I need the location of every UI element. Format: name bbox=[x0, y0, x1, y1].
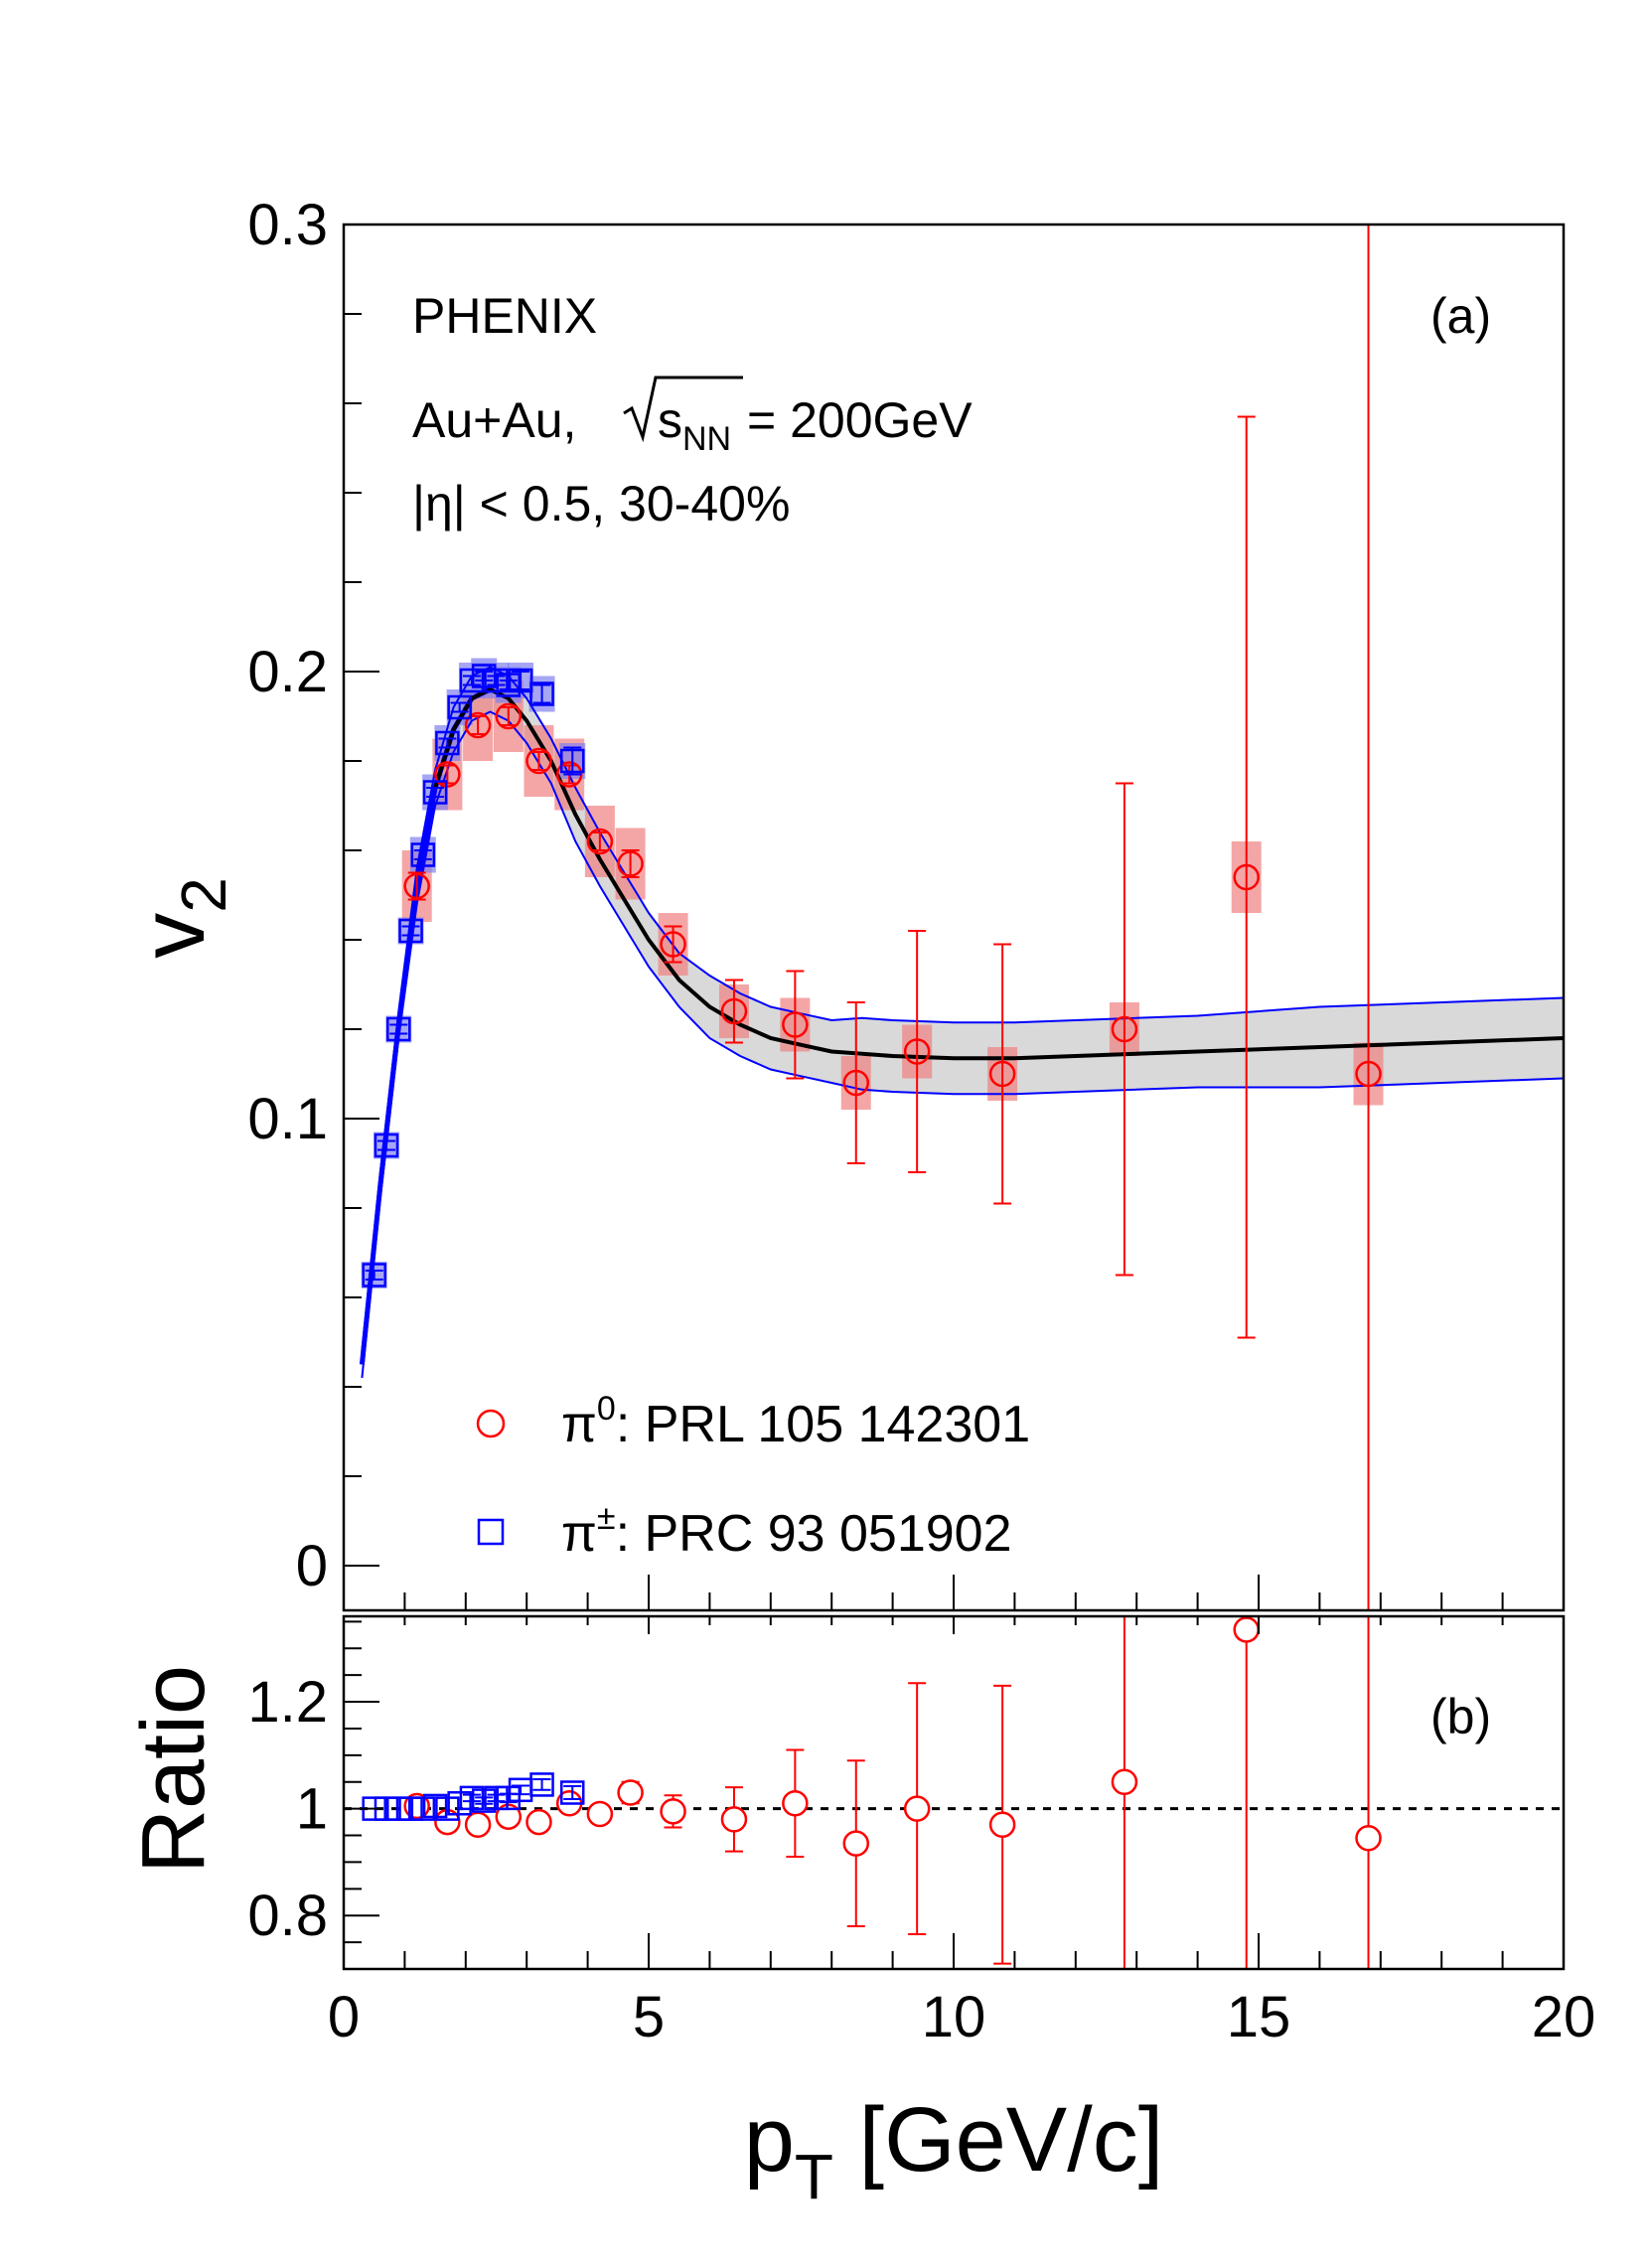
pi0-point bbox=[464, 711, 492, 739]
pipm-ratio-point bbox=[447, 1791, 472, 1816]
x-tick-label: 20 bbox=[1532, 1985, 1596, 2049]
pipm-point bbox=[398, 918, 423, 944]
y-tick-label: 0.2 bbox=[247, 640, 328, 704]
pi0-point bbox=[1111, 1015, 1138, 1043]
pipm-point bbox=[496, 673, 522, 697]
panel-a-plot-area bbox=[359, 225, 1564, 1610]
pipm-ratio-point bbox=[529, 1772, 554, 1797]
pi0-point bbox=[434, 761, 461, 788]
pipm-ratio-point bbox=[398, 1796, 423, 1821]
kinematic-cuts-label: |η| < 0.5, 30-40% bbox=[412, 476, 790, 531]
panel-a-y-axis-label: v2 bbox=[122, 877, 239, 959]
y-tick-label: 1 bbox=[296, 1777, 328, 1842]
pipm-point bbox=[508, 668, 533, 693]
collision-system-label: Au+Au, sNN = 200GeV bbox=[412, 376, 973, 458]
pipm-point bbox=[374, 1133, 399, 1158]
pipm-ratio-point bbox=[435, 1796, 460, 1821]
x-tick-label: 5 bbox=[633, 1985, 665, 2049]
pipm-point bbox=[560, 748, 585, 774]
pi0-ratio-point bbox=[988, 1811, 1016, 1839]
pipm-ratio-point bbox=[410, 1796, 436, 1821]
pi0-point bbox=[782, 1011, 809, 1038]
pi0-ratio-point bbox=[720, 1806, 748, 1833]
pipm-ratio-point bbox=[422, 1793, 448, 1819]
pi0-ratio-point bbox=[842, 1830, 870, 1857]
y-tick-label: 0.8 bbox=[247, 1884, 328, 1948]
pi0-ratio-point bbox=[660, 1798, 686, 1825]
pi0-ratio-point bbox=[1355, 1824, 1382, 1852]
pi0-ratio-point bbox=[495, 1803, 523, 1830]
experiment-label: PHENIX bbox=[412, 288, 597, 344]
pi0-point bbox=[495, 702, 523, 730]
pi0-ratio-point bbox=[586, 1800, 614, 1828]
panel-b-y-axis-label: Ratio bbox=[124, 1665, 224, 1874]
y-tick-label: 0.3 bbox=[247, 193, 328, 257]
pipm-ratio-point bbox=[560, 1780, 585, 1805]
y-tick-label: 1.2 bbox=[247, 1670, 328, 1735]
pi0-point bbox=[1355, 1060, 1382, 1088]
fit-uncertainty-band bbox=[362, 667, 1564, 1378]
pipm-ratio-point bbox=[484, 1785, 509, 1811]
pi0-point bbox=[1233, 863, 1260, 891]
panel-b: 0.8 1 1.2 0 5 10 15 20 Ratio (b) pT [GeV/c] bbox=[124, 1614, 1595, 2212]
fit-band-lower-edge bbox=[361, 710, 1564, 1379]
panel-b-y-axis: 0.8 1 1.2 bbox=[247, 1620, 379, 1970]
panel-b-frame bbox=[342, 1614, 1566, 1971]
pi0-point bbox=[720, 997, 748, 1025]
panel-a-tag: (a) bbox=[1430, 288, 1491, 344]
x-tick-label: 10 bbox=[922, 1985, 986, 2049]
panel-b-plot-area bbox=[344, 1616, 1564, 1969]
pi0-ratio-point bbox=[464, 1811, 492, 1839]
legend-pi0-marker bbox=[476, 1409, 506, 1438]
pipm-point bbox=[447, 694, 472, 720]
pi0-ratio-point bbox=[1233, 1616, 1260, 1643]
x-tick-label: 0 bbox=[328, 1985, 360, 2049]
x-tick-label: 15 bbox=[1227, 1985, 1291, 2049]
pi0-point bbox=[525, 747, 552, 775]
pi0-point bbox=[403, 872, 430, 900]
pipm-point bbox=[362, 1263, 386, 1287]
legend-pi0-label: π0: PRL 105 142301 bbox=[561, 1390, 1030, 1453]
panel-a-y-axis: 0 0.1 0.2 0.3 bbox=[247, 193, 379, 1598]
pipm-point bbox=[435, 730, 460, 756]
pipm-point bbox=[410, 842, 436, 867]
panel-b-tag: (b) bbox=[1430, 1689, 1491, 1744]
legend: π0: PRL 105 142301 π±: PRC 93 051902 bbox=[476, 1390, 1030, 1563]
pi0-point bbox=[586, 828, 614, 855]
pi0-ratio-point bbox=[903, 1795, 931, 1822]
pipm-point bbox=[422, 780, 448, 805]
pi0-ratio-point bbox=[617, 1779, 644, 1806]
svg-text:= 200GeV: = 200GeV bbox=[747, 392, 973, 448]
pipm-point bbox=[386, 1016, 411, 1042]
legend-pipm-marker bbox=[477, 1518, 505, 1546]
pi0-point bbox=[617, 850, 644, 877]
pipm-point bbox=[529, 681, 554, 706]
pi0-point bbox=[903, 1038, 931, 1065]
panel-a: 0 0.1 0.2 0.3 v2 PHENIX Au+Au, sNN = 200GeV… bbox=[122, 193, 1566, 1612]
y-tick-label: 0.1 bbox=[247, 1087, 328, 1151]
panel-b-x-axis: 0 5 10 15 20 bbox=[328, 1616, 1595, 2049]
panel-a-x-ticks bbox=[343, 1575, 1565, 1610]
sqrt-sign bbox=[623, 376, 743, 443]
legend-pipm-label: π±: PRC 93 051902 bbox=[561, 1499, 1012, 1563]
svg-text:sNN: sNN bbox=[658, 392, 731, 458]
pi0-ratio-point bbox=[525, 1808, 552, 1836]
y-tick-label: 0 bbox=[296, 1534, 328, 1598]
pipm-ratio-point bbox=[386, 1796, 411, 1821]
pi0-point bbox=[988, 1060, 1016, 1088]
pi0-point bbox=[842, 1069, 870, 1097]
x-axis-label: pT [GeV/c] bbox=[744, 2089, 1164, 2212]
pi0-ratio-point bbox=[782, 1790, 809, 1817]
pipm-ratio-point bbox=[496, 1785, 522, 1811]
fit-curve bbox=[433, 686, 1564, 1061]
pi0-point bbox=[660, 931, 686, 958]
svg-text:Au+Au,: Au+Au, bbox=[412, 392, 576, 448]
pi0-ratio-point bbox=[1111, 1768, 1138, 1795]
